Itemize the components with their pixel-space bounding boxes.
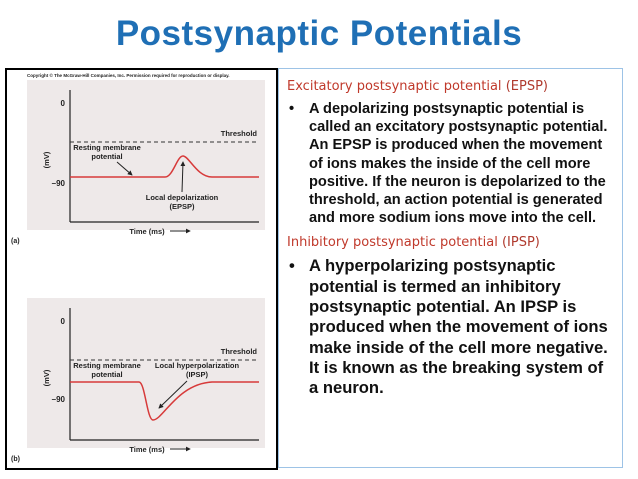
bullet: A hyperpolarizing postsynaptic potential…	[287, 256, 614, 398]
minus90-label: –90	[52, 179, 66, 188]
time-label: Time (ms)	[129, 227, 165, 236]
plot-bg	[27, 80, 265, 230]
y-axis-label: (mV)	[42, 369, 51, 386]
copyright: Copyright © The McGraw-Hill Companies, I…	[27, 72, 230, 78]
bullet: A depolarizing postsynaptic potential is…	[287, 100, 614, 227]
y-axis-label: (mV)	[42, 151, 51, 168]
panel-b: 0 Threshold (mV) Resting membrane potent…	[11, 298, 265, 463]
panel-a: 0 Threshold (mV) Resting membrane potent…	[11, 80, 265, 245]
heading-text: Inhibitory postsynaptic potential	[287, 235, 498, 251]
local-label: (IPSP)	[186, 370, 209, 379]
time-label: Time (ms)	[129, 445, 165, 454]
slide-title: Postsynaptic Potentials	[115, 14, 523, 53]
arrow	[116, 161, 133, 176]
ipsp-trace	[70, 381, 259, 421]
figure: Copyright © The McGraw-Hill Companies, I…	[5, 68, 278, 470]
heading-text: Excitatory postsynaptic potential	[287, 79, 502, 94]
resting-label: Resting membrane	[73, 361, 141, 370]
local-label: Local hyperpolarization	[155, 361, 240, 370]
local-label: Local depolarization	[146, 193, 219, 202]
resting-label: potential	[91, 370, 122, 379]
resting-label: potential	[91, 152, 122, 161]
heading-abbr: (EPSP)	[505, 79, 548, 94]
resting-label: Resting membrane	[73, 143, 141, 152]
local-label: (EPSP)	[169, 202, 195, 211]
section-heading: Excitatory postsynaptic potential (EPSP)	[287, 79, 614, 94]
section-heading: Inhibitory postsynaptic potential (IPSP)	[287, 235, 614, 250]
zero-label: 0	[61, 317, 66, 326]
threshold-label: Threshold	[221, 347, 258, 356]
plot-bg	[27, 298, 265, 448]
panel-tag: (a)	[11, 238, 20, 245]
minus90-label: –90	[52, 395, 66, 404]
arrow	[158, 380, 188, 409]
text-box: Excitatory postsynaptic potential (EPSP)…	[278, 68, 623, 468]
threshold-label: Threshold	[221, 129, 258, 138]
epsp-trace	[70, 155, 259, 178]
zero-label: 0	[61, 99, 66, 108]
figure-svg: Copyright © The McGraw-Hill Companies, I…	[11, 72, 265, 463]
panel-tag: (b)	[11, 456, 20, 463]
arrow	[180, 161, 186, 193]
heading-abbr: (IPSP)	[501, 235, 540, 251]
